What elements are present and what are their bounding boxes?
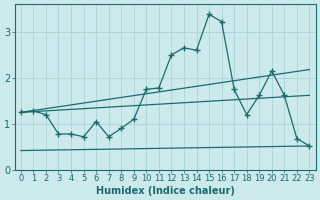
X-axis label: Humidex (Indice chaleur): Humidex (Indice chaleur) xyxy=(96,186,235,196)
